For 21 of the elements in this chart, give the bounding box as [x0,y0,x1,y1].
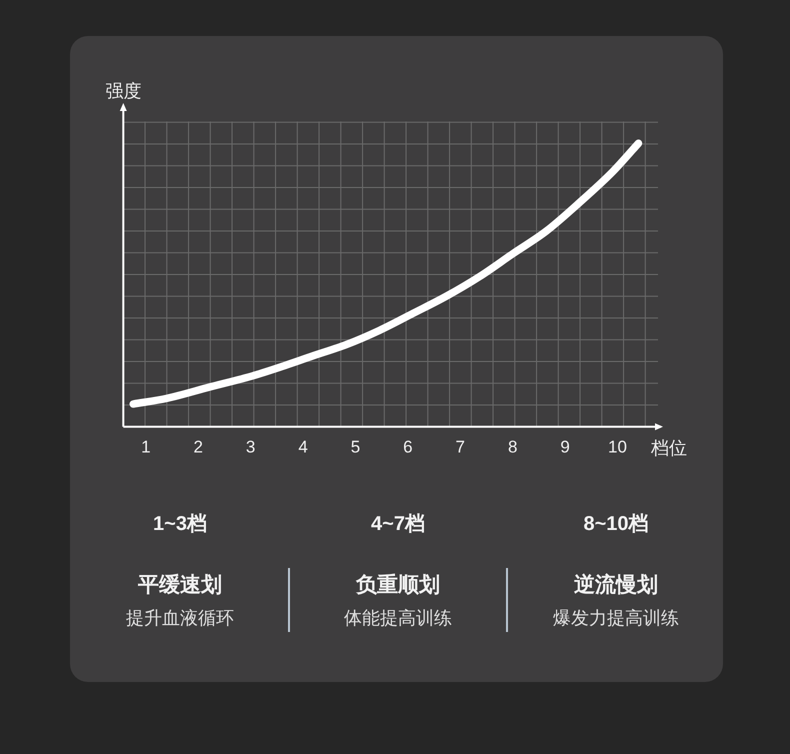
x-tick-label: 4 [298,438,308,456]
text: 逆流慢划 [574,572,658,596]
text: 体能提高训练 [344,608,452,628]
x-tick-label: 9 [560,438,570,456]
text: 提升血液循环 [126,608,234,628]
x-tick-label: 2 [194,438,203,456]
x-tick-label: 1 [141,438,151,456]
x-tick-label: 5 [350,438,360,456]
text: 爆发力提高训练 [553,608,679,628]
x-tick-label: 3 [246,438,256,456]
text: 8~10档 [583,513,649,535]
x-tick-label: 8 [508,438,518,456]
text: 4~7档 [371,513,425,535]
x-tick-label: 6 [403,438,413,456]
text: 负重顺划 [355,574,440,596]
text: 平缓速划 [137,574,222,596]
text: 1~3档 [153,513,207,535]
x-axis-title: 档位 [650,438,687,458]
x-tick-label: 7 [456,438,466,456]
y-axis-title: 强度 [105,81,142,101]
x-tick-label: 10 [608,438,627,456]
